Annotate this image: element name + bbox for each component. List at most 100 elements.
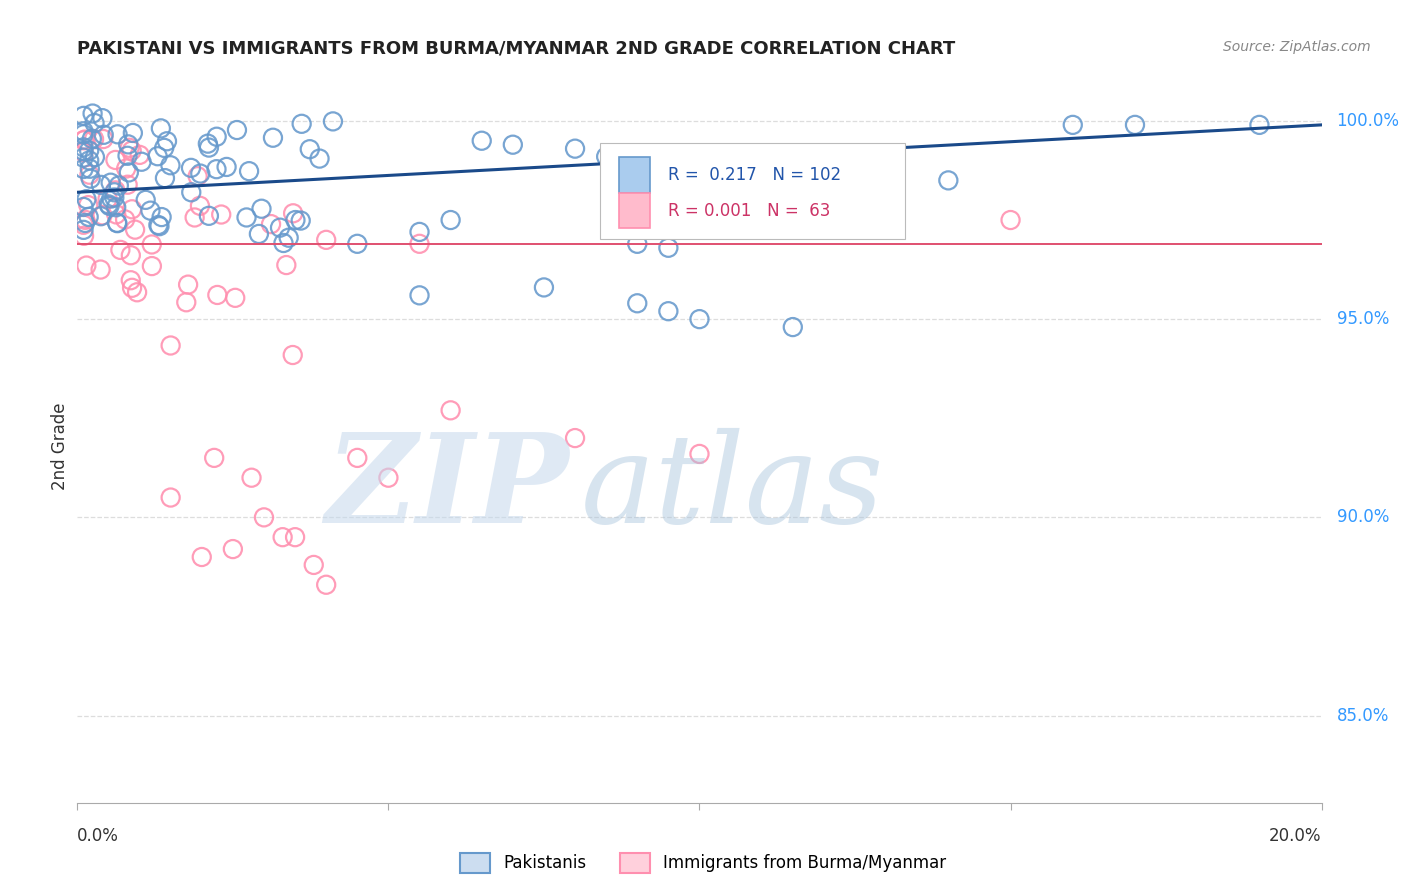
Point xyxy=(564,142,586,156)
Point xyxy=(75,259,97,273)
Point xyxy=(79,168,101,182)
Point xyxy=(813,169,835,184)
Point xyxy=(209,207,232,221)
Text: 90.0%: 90.0% xyxy=(1337,508,1389,526)
Point xyxy=(114,212,136,227)
Point xyxy=(689,221,711,235)
Point xyxy=(153,171,176,186)
Point xyxy=(73,132,96,146)
Point xyxy=(202,450,225,465)
Point xyxy=(1123,118,1146,132)
Point xyxy=(118,141,141,155)
Point xyxy=(121,202,143,217)
Point xyxy=(77,198,100,212)
Point xyxy=(100,192,122,206)
Point xyxy=(207,288,229,302)
Point xyxy=(72,200,94,214)
Point xyxy=(689,447,711,461)
Point xyxy=(291,117,314,131)
Point xyxy=(240,471,263,485)
Point xyxy=(75,192,97,206)
Point xyxy=(91,132,114,146)
Point xyxy=(120,273,142,287)
Point xyxy=(298,142,321,156)
Point xyxy=(108,178,131,193)
Point xyxy=(290,213,312,227)
Point xyxy=(197,136,219,151)
Point xyxy=(315,233,337,247)
Text: 0.0%: 0.0% xyxy=(77,827,120,845)
Point xyxy=(117,178,139,192)
Point xyxy=(72,109,94,123)
Point xyxy=(271,530,294,544)
Point xyxy=(689,312,711,326)
Point xyxy=(222,542,245,557)
Point xyxy=(73,228,96,243)
Point xyxy=(72,140,94,154)
Point xyxy=(308,152,330,166)
Text: PAKISTANI VS IMMIGRANTS FROM BURMA/MYANMAR 2ND GRADE CORRELATION CHART: PAKISTANI VS IMMIGRANTS FROM BURMA/MYANM… xyxy=(77,40,956,58)
Point xyxy=(75,212,97,227)
Point xyxy=(79,171,101,186)
Point xyxy=(262,130,284,145)
Point xyxy=(502,137,524,152)
Point xyxy=(107,128,129,142)
Legend: Pakistanis, Immigrants from Burma/Myanmar: Pakistanis, Immigrants from Burma/Myanma… xyxy=(453,847,953,880)
Point xyxy=(315,578,337,592)
Point xyxy=(215,160,238,174)
Point xyxy=(153,141,176,155)
Point xyxy=(105,207,128,221)
Point xyxy=(180,161,202,175)
Point xyxy=(595,150,617,164)
Point xyxy=(533,280,555,294)
Point xyxy=(121,281,143,295)
Point xyxy=(247,227,270,241)
Point xyxy=(105,216,128,230)
Point xyxy=(253,510,276,524)
Point xyxy=(96,192,118,206)
Point xyxy=(91,111,114,125)
Point xyxy=(284,530,307,544)
Point xyxy=(72,161,94,176)
Point xyxy=(77,210,100,224)
Point xyxy=(150,210,173,224)
Point xyxy=(118,165,141,179)
Point xyxy=(82,106,104,120)
Point xyxy=(260,217,283,231)
Point xyxy=(72,218,94,232)
Point xyxy=(131,154,153,169)
Point xyxy=(177,277,200,292)
Point xyxy=(117,149,139,163)
Point xyxy=(205,129,228,144)
Point xyxy=(408,236,430,251)
Point xyxy=(72,223,94,237)
Point xyxy=(440,403,463,417)
Point xyxy=(105,216,128,230)
Point xyxy=(277,231,299,245)
Text: R = 0.001   N =  63: R = 0.001 N = 63 xyxy=(668,202,831,219)
Point xyxy=(284,213,307,227)
Point xyxy=(188,167,211,181)
Point xyxy=(226,123,249,137)
Point xyxy=(276,258,298,272)
Point xyxy=(346,450,368,465)
Point xyxy=(408,225,430,239)
Point xyxy=(90,262,112,277)
Point xyxy=(84,150,107,164)
Point xyxy=(377,471,399,485)
Point xyxy=(159,158,181,172)
Bar xyxy=(619,157,650,193)
Point xyxy=(250,202,273,216)
Point xyxy=(238,164,260,178)
Point xyxy=(159,338,181,352)
Point xyxy=(120,248,142,262)
Point xyxy=(127,285,149,300)
Point xyxy=(235,211,257,225)
Point xyxy=(72,128,94,142)
Point xyxy=(90,178,112,192)
Point xyxy=(751,165,773,179)
Point xyxy=(188,199,211,213)
Point xyxy=(187,169,209,184)
Point xyxy=(90,209,112,223)
Point xyxy=(782,320,804,334)
